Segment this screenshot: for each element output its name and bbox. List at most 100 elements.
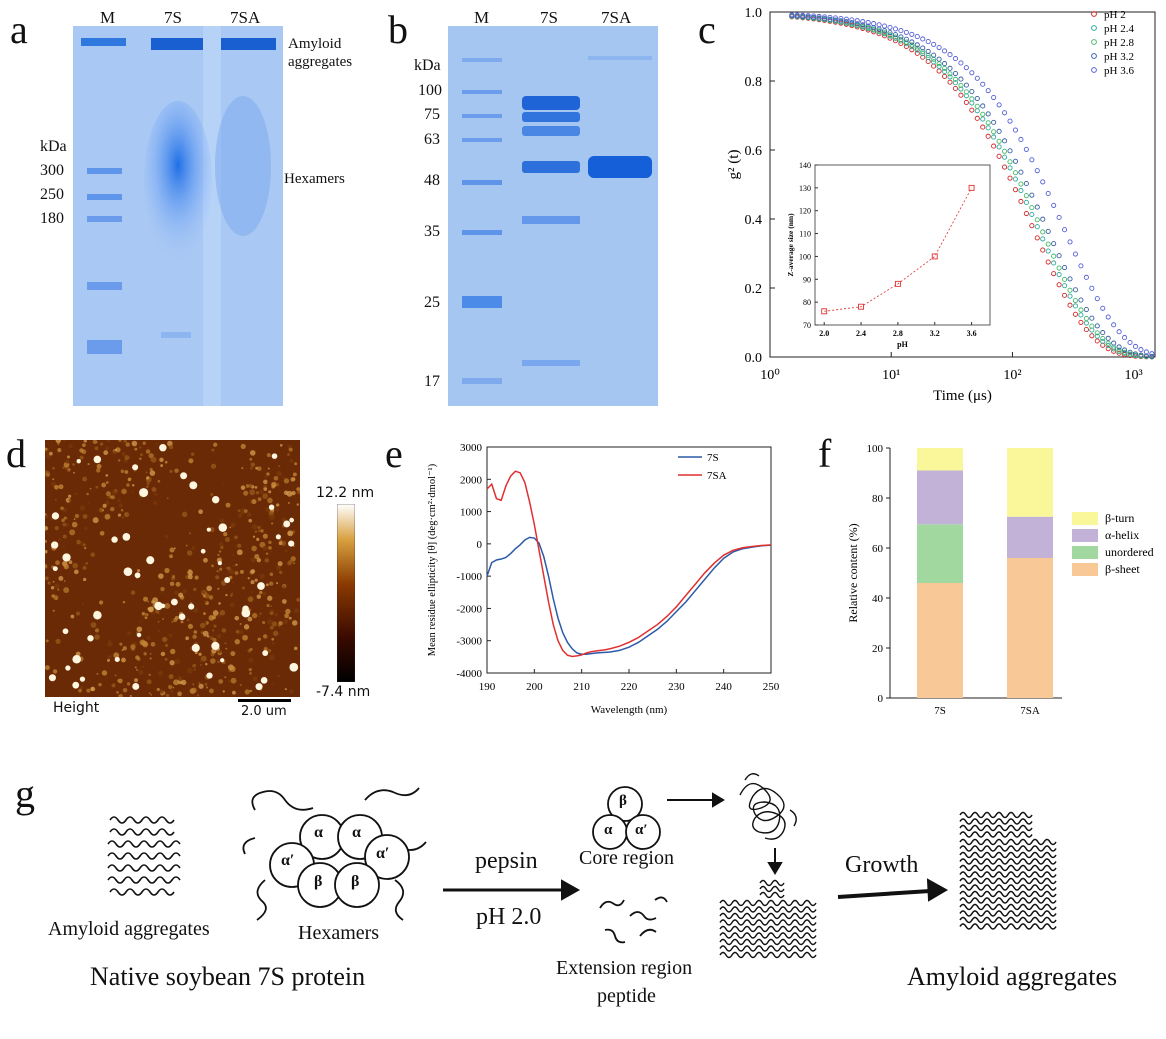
point-c <box>1067 287 1073 293</box>
afm-grain <box>267 619 273 625</box>
afm-grain <box>222 690 225 693</box>
afm-particle <box>51 512 60 520</box>
point-c <box>1078 319 1084 325</box>
afm-grain <box>239 623 242 625</box>
afm-grain <box>192 634 197 640</box>
point-c <box>832 15 839 21</box>
afm-grain <box>143 596 149 602</box>
legend-label-e: 7SA <box>707 470 727 482</box>
afm-grain <box>131 484 135 487</box>
point-c <box>1089 285 1095 291</box>
point-c <box>991 143 997 149</box>
afm-grain <box>138 669 144 676</box>
point-c <box>1034 168 1040 174</box>
point-c <box>1012 170 1019 176</box>
point-c <box>1105 314 1111 320</box>
afm-grain <box>160 651 166 657</box>
point-c <box>920 49 926 55</box>
point-c <box>1051 271 1057 277</box>
afm-grain <box>163 693 166 697</box>
afm-grain <box>188 458 194 464</box>
afm-grain <box>45 513 47 516</box>
band-b-m-35 <box>462 230 502 235</box>
afm-grain <box>216 633 222 639</box>
xlabel-e: Wavelength (nm) <box>591 704 668 716</box>
afm-grain <box>87 463 90 466</box>
chart-f: 0 20 40 60 80 100 Relative content (%) 7S 7SA β-t… <box>846 443 1154 717</box>
point-c <box>1007 165 1013 171</box>
point-c <box>963 82 969 88</box>
afm-grain <box>169 660 175 666</box>
point-c <box>1094 333 1100 339</box>
point-c <box>925 48 931 54</box>
afm-grain <box>158 573 164 579</box>
xtick-label-e: 230 <box>668 681 685 693</box>
afm-grain <box>116 691 119 694</box>
xtick-label-f: 7SA <box>1020 705 1040 717</box>
afm-grain <box>244 689 250 695</box>
afm-grain <box>245 484 250 488</box>
point-c <box>832 17 839 23</box>
point-c <box>1100 330 1106 336</box>
kda-title: kDa <box>40 138 67 155</box>
point-c <box>1062 283 1068 289</box>
afm-particle <box>72 681 80 689</box>
xtick-label-e: 250 <box>763 681 780 693</box>
point-c <box>843 19 849 25</box>
point-c <box>963 89 969 95</box>
amyloid-fibril-middle <box>719 879 817 959</box>
afm-grain <box>250 462 256 468</box>
afm-grain <box>146 476 150 480</box>
label-native-7s: Native soybean 7S protein <box>90 962 366 991</box>
afm-grain <box>65 459 70 464</box>
afm-grain <box>148 673 151 677</box>
panel-label-f: f <box>818 431 832 476</box>
afm-grain <box>58 484 64 490</box>
afm-grain <box>231 581 234 584</box>
ytick-label-f: 100 <box>867 443 884 455</box>
afm-grain <box>157 620 160 623</box>
fibril-row <box>719 899 817 907</box>
marker-250: 250 <box>40 186 64 203</box>
afm-grain <box>166 497 169 500</box>
afm-grain <box>72 463 75 466</box>
point-c <box>1045 228 1051 234</box>
point-c <box>1002 110 1008 116</box>
afm-grain <box>178 677 183 682</box>
afm-particle <box>211 641 220 650</box>
core-label-alpha-prime: α′ <box>635 822 648 838</box>
afm-grain <box>105 446 109 450</box>
unfolded-protein <box>739 773 797 840</box>
point-c <box>1105 335 1111 341</box>
afm-grain <box>140 453 143 457</box>
point-c <box>925 39 931 45</box>
afm-grain <box>117 678 123 684</box>
annot-amyloid-2: aggregates <box>288 54 353 70</box>
lane-label-m: M <box>100 8 116 27</box>
afm-grain <box>117 679 120 682</box>
band-b-7s-17 <box>522 360 580 366</box>
marker-b-100: 100 <box>418 82 442 99</box>
afm-grain <box>104 513 111 520</box>
afm-grain <box>82 443 86 448</box>
bar-segment-7s <box>917 470 963 525</box>
label-growth: Growth <box>845 852 919 878</box>
point-c <box>816 13 822 20</box>
point-c <box>1078 297 1084 303</box>
point-c <box>1089 333 1095 339</box>
fibril-row <box>959 890 1057 898</box>
afm-grain <box>262 493 269 500</box>
plot-frame-c <box>769 11 1156 358</box>
afm-grain <box>282 619 289 625</box>
point-c <box>1002 138 1008 144</box>
marker-b-25: 25 <box>424 294 440 311</box>
legend-label-f: α-helix <box>1105 528 1139 542</box>
afm-grain <box>126 682 131 686</box>
ytick-label-c: 0.6 <box>745 144 763 159</box>
legend-label-c: pH 3.2 <box>1104 51 1134 63</box>
afm-grain <box>198 681 201 685</box>
afm-grain <box>249 489 256 496</box>
point-c <box>985 133 991 139</box>
point-c <box>898 28 904 34</box>
hex-label-beta-1: β <box>314 873 323 890</box>
